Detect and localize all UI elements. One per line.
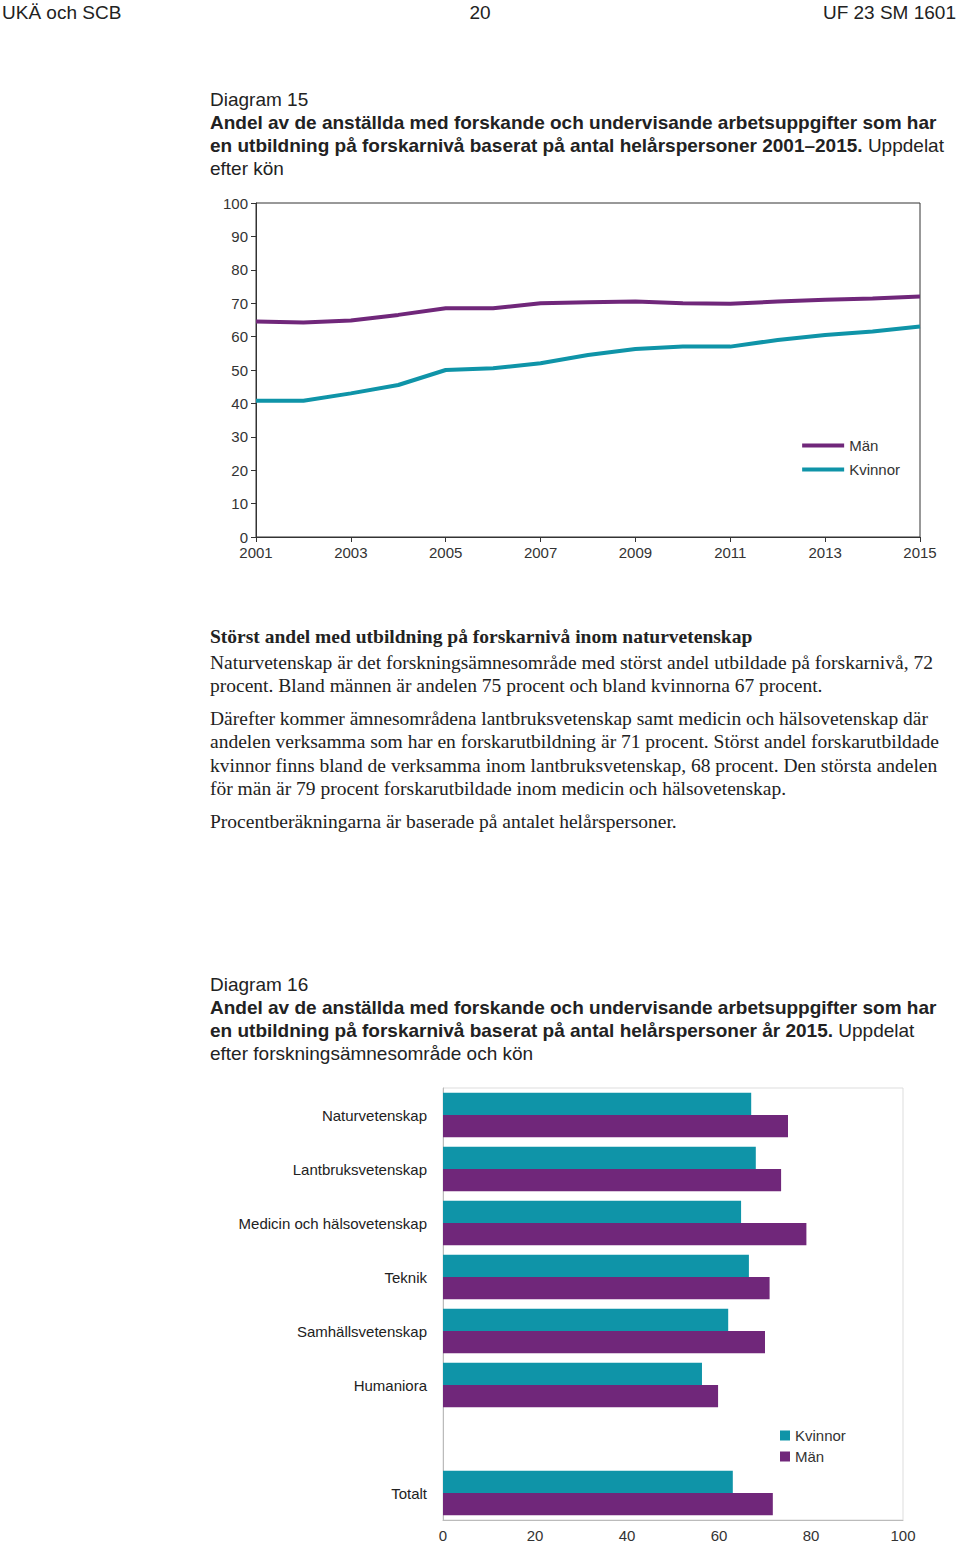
svg-text:40: 40 <box>619 1527 636 1544</box>
html-text:UF 23 SM 1601: UF 23 SM 1601 <box>822 2 956 23</box>
svg-text:Lantbruksvetenskap: Lantbruksvetenskap <box>293 1161 427 1178</box>
svg-text:2005: 2005 <box>429 544 462 561</box>
html-text:Andel av de anställda med fors: Andel av de anställda med forskande och … <box>210 997 937 1064</box>
svg-text:2007: 2007 <box>524 544 557 561</box>
svg-text:2013: 2013 <box>808 544 841 561</box>
svg-text:Teknik: Teknik <box>384 1269 427 1286</box>
svg-text:80: 80 <box>803 1527 820 1544</box>
svg-text:2001: 2001 <box>239 544 272 561</box>
html-text:Procentberäkningarna är basera: Procentberäkningarna är baserade på anta… <box>210 810 677 832</box>
svg-text:Män: Män <box>795 1448 824 1465</box>
svg-text:Totalt: Totalt <box>391 1485 428 1502</box>
svg-text:2009: 2009 <box>619 544 652 561</box>
html-text:Därefter kommer ämnesområdena: Därefter kommer ämnesområdena lantbruksv… <box>210 707 939 799</box>
svg-text:50: 50 <box>231 362 248 379</box>
svg-text:Kvinnor: Kvinnor <box>795 1427 846 1444</box>
html-text:Diagram 16: Diagram 16 <box>210 974 309 995</box>
svg-text:100: 100 <box>223 195 248 212</box>
svg-text:Kvinnor: Kvinnor <box>849 461 900 478</box>
html-text:Andel av de anställda med fors: Andel av de anställda med forskande och … <box>210 112 944 179</box>
svg-text:60: 60 <box>231 328 248 345</box>
svg-text:Naturvetenskap: Naturvetenskap <box>322 1107 427 1124</box>
svg-text:0: 0 <box>240 529 248 546</box>
svg-text:40: 40 <box>231 395 248 412</box>
svg-text:30: 30 <box>231 428 248 445</box>
svg-text:20: 20 <box>231 462 248 479</box>
html-text:Störst andel med utbildning på: Störst andel med utbildning på forskarni… <box>210 626 753 647</box>
svg-text:80: 80 <box>231 261 248 278</box>
svg-text:Samhällsvetenskap: Samhällsvetenskap <box>297 1323 427 1340</box>
html-text:UKÄ och SCB: UKÄ och SCB <box>2 2 122 23</box>
svg-text:2003: 2003 <box>334 544 367 561</box>
svg-text:20: 20 <box>527 1527 544 1544</box>
html-text:Diagram 15: Diagram 15 <box>210 89 309 110</box>
svg-text:10: 10 <box>231 495 248 512</box>
svg-text:0: 0 <box>439 1527 447 1544</box>
svg-text:Medicin och hälsovetenskap: Medicin och hälsovetenskap <box>239 1215 427 1232</box>
svg-text:90: 90 <box>231 228 248 245</box>
html-text:20: 20 <box>469 2 491 23</box>
svg-text:70: 70 <box>231 295 248 312</box>
svg-text:Män: Män <box>849 437 878 454</box>
svg-text:Humaniora: Humaniora <box>354 1377 428 1394</box>
svg-text:2011: 2011 <box>714 544 746 561</box>
svg-text:2015: 2015 <box>903 544 936 561</box>
svg-text:60: 60 <box>711 1527 728 1544</box>
svg-text:100: 100 <box>890 1527 915 1544</box>
html-text:Naturvetenskap är det forsknin: Naturvetenskap är det forskningsämnesomr… <box>210 651 933 696</box>
